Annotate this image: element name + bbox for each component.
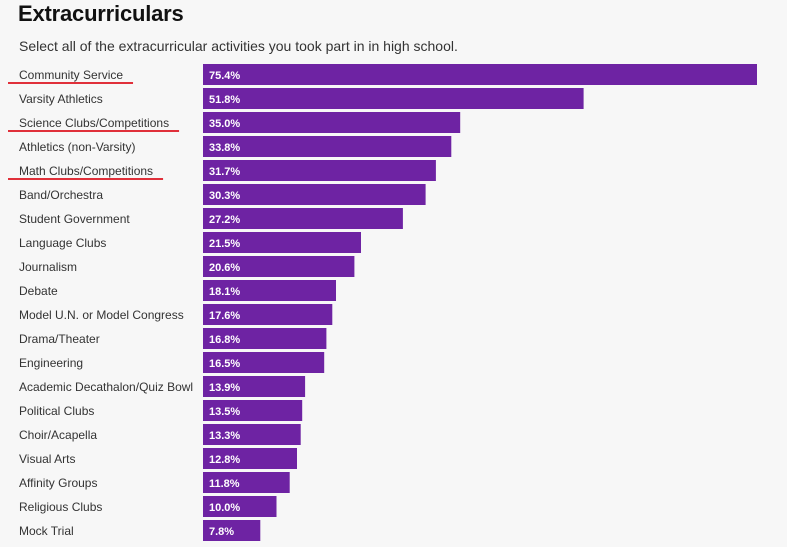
value-label-community-service: 75.4% xyxy=(209,70,240,82)
chart-title: Extracurriculars xyxy=(18,1,184,26)
category-label-debate: Debate xyxy=(19,284,58,298)
bar-academic-decathalon-quiz-bowl xyxy=(203,376,306,397)
category-label-mock-trial: Mock Trial xyxy=(19,524,74,538)
value-label-athletics-non-varsity: 33.8% xyxy=(209,142,240,154)
category-label-community-service: Community Service xyxy=(19,68,123,82)
category-label-student-government: Student Government xyxy=(19,212,130,226)
value-label-band-orchestra: 30.3% xyxy=(209,190,240,202)
bar-journalism xyxy=(203,256,355,277)
bar-political-clubs xyxy=(203,400,303,421)
bar-varsity-athletics xyxy=(203,88,584,109)
chart-subtitle: Select all of the extracurricular activi… xyxy=(19,38,458,54)
value-label-political-clubs: 13.5% xyxy=(209,406,240,418)
value-label-math-clubs-competitions: 31.7% xyxy=(209,166,240,178)
value-label-varsity-athletics: 51.8% xyxy=(209,94,240,106)
category-label-religious-clubs: Religious Clubs xyxy=(19,500,102,514)
bar-choir-acapella xyxy=(203,424,301,445)
bar-math-clubs-competitions xyxy=(203,160,436,181)
category-label-drama-theater: Drama/Theater xyxy=(19,332,100,346)
category-label-visual-arts: Visual Arts xyxy=(19,452,75,466)
category-label-affinity-groups: Affinity Groups xyxy=(19,476,97,490)
value-label-journalism: 20.6% xyxy=(209,262,240,274)
bar-religious-clubs xyxy=(203,496,277,517)
value-label-religious-clubs: 10.0% xyxy=(209,502,240,514)
category-label-academic-decathalon-quiz-bowl: Academic Decathalon/Quiz Bowl xyxy=(19,380,193,394)
value-label-mock-trial: 7.8% xyxy=(209,526,234,538)
value-label-visual-arts: 12.8% xyxy=(209,454,240,466)
category-label-journalism: Journalism xyxy=(19,260,77,274)
bar-student-government xyxy=(203,208,403,229)
category-label-athletics-non-varsity: Athletics (non-Varsity) xyxy=(19,140,135,154)
bar-affinity-groups xyxy=(203,472,290,493)
bar-drama-theater xyxy=(203,328,327,349)
bar-athletics-non-varsity xyxy=(203,136,452,157)
category-label-choir-acapella: Choir/Acapella xyxy=(19,428,97,442)
value-label-academic-decathalon-quiz-bowl: 13.9% xyxy=(209,382,240,394)
bar-model-u-n-or-model-congress xyxy=(203,304,333,325)
bar-band-orchestra xyxy=(203,184,426,205)
value-label-drama-theater: 16.8% xyxy=(209,334,240,346)
bar-community-service xyxy=(203,64,757,85)
category-label-band-orchestra: Band/Orchestra xyxy=(19,188,103,202)
category-label-math-clubs-competitions: Math Clubs/Competitions xyxy=(19,164,153,178)
category-label-language-clubs: Language Clubs xyxy=(19,236,106,250)
category-label-engineering: Engineering xyxy=(19,356,83,370)
value-label-language-clubs: 21.5% xyxy=(209,238,240,250)
value-label-science-clubs-competitions: 35.0% xyxy=(209,118,240,130)
bar-mock-trial xyxy=(203,520,261,541)
value-label-model-u-n-or-model-congress: 17.6% xyxy=(209,310,240,322)
bar-visual-arts xyxy=(203,448,297,469)
category-label-science-clubs-competitions: Science Clubs/Competitions xyxy=(19,116,169,130)
value-label-debate: 18.1% xyxy=(209,286,240,298)
value-label-engineering: 16.5% xyxy=(209,358,240,370)
bar-science-clubs-competitions xyxy=(203,112,461,133)
bar-debate xyxy=(203,280,336,301)
value-label-affinity-groups: 11.8% xyxy=(209,478,240,490)
category-label-varsity-athletics: Varsity Athletics xyxy=(19,92,103,106)
value-label-student-government: 27.2% xyxy=(209,214,240,226)
bar-language-clubs xyxy=(203,232,361,253)
value-label-choir-acapella: 13.3% xyxy=(209,430,240,442)
bar-engineering xyxy=(203,352,325,373)
category-label-political-clubs: Political Clubs xyxy=(19,404,94,418)
category-label-model-u-n-or-model-congress: Model U.N. or Model Congress xyxy=(19,308,184,322)
